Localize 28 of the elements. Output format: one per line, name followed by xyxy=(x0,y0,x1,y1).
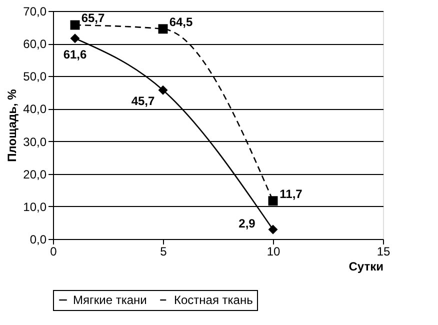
y-axis-title: Площадь, % xyxy=(5,88,20,162)
x-tick-label: 5 xyxy=(160,244,168,258)
y-tick-label: 30,0 xyxy=(23,134,47,149)
data-label: 2,9 xyxy=(238,216,256,231)
y-tick-label: 60,0 xyxy=(23,37,47,52)
y-tick-label: 10,0 xyxy=(23,200,47,214)
legend-label: Мягкие ткани xyxy=(73,293,147,307)
data-label: 11,7 xyxy=(280,186,303,201)
y-tick-label: 0,0 xyxy=(30,232,47,246)
y-tick-label: 70,0 xyxy=(23,4,47,18)
y-tick-label: 40,0 xyxy=(23,102,47,116)
y-tick-label: 50,0 xyxy=(23,70,47,84)
data-label: 64,5 xyxy=(169,14,193,29)
x-tick-label: 15 xyxy=(376,244,390,258)
x-tick-label: 0 xyxy=(50,244,58,258)
point xyxy=(70,20,80,30)
data-label: 61,6 xyxy=(63,47,87,62)
x-tick-label: 10 xyxy=(266,244,280,258)
point xyxy=(268,196,278,206)
y-tick-label: 20,0 xyxy=(23,167,47,182)
data-label: 45,7 xyxy=(131,94,155,108)
point xyxy=(70,34,80,44)
point xyxy=(158,85,168,95)
x-axis-title: Сутки xyxy=(348,260,384,274)
point xyxy=(158,24,168,34)
legend-label: Костная ткань xyxy=(174,293,253,307)
data-label: 65,7 xyxy=(81,11,105,26)
point xyxy=(268,224,278,234)
